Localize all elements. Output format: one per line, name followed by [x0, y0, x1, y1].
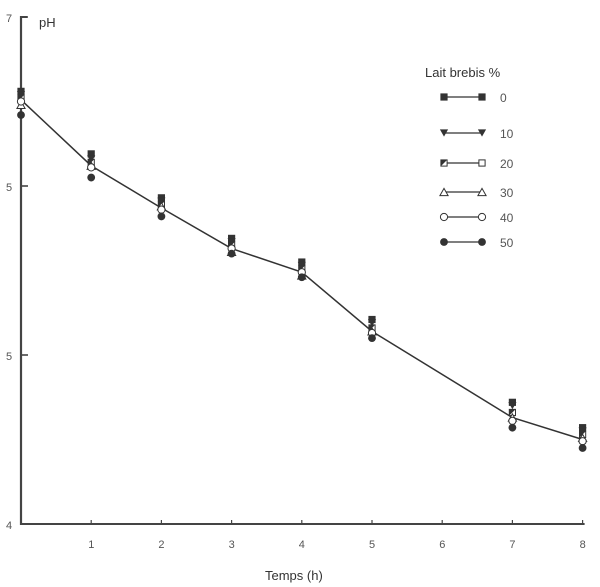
y-tick-label: 7: [6, 13, 12, 25]
legend-label: 20: [500, 157, 514, 171]
series-10-markers: [16, 91, 587, 435]
x-tick-label: 2: [158, 539, 164, 551]
legend-item-30: 30: [439, 186, 514, 200]
filled-square-icon: [440, 93, 448, 101]
open-circle-icon: [157, 205, 166, 214]
y-axis-ticks: 7 5 5 4: [6, 13, 28, 532]
half-square-icon: [440, 159, 448, 167]
open-triangle-icon: [477, 187, 487, 197]
open-circle-icon: [508, 416, 517, 426]
legend: Lait brebis % 0 10 20 30 40 50: [425, 65, 514, 250]
open-circle-icon: [578, 437, 587, 446]
x-axis-title: Temps (h): [265, 568, 323, 583]
x-tick-label: 3: [229, 539, 235, 551]
legend-item-20: 20: [440, 157, 514, 171]
legend-label: 0: [500, 91, 507, 105]
filled-circle-icon: [478, 238, 486, 246]
filled-circle-icon: [87, 173, 96, 182]
legend-label: 10: [500, 127, 514, 141]
filled-circle-icon: [227, 249, 236, 258]
legend-item-40: 40: [439, 211, 514, 225]
filled-circle-icon: [157, 212, 166, 221]
legend-label: 40: [500, 211, 514, 225]
series-20-markers: [17, 94, 587, 439]
x-tick-label: 7: [509, 539, 515, 551]
filled-circle-icon: [17, 111, 25, 119]
open-triangle-icon: [439, 187, 449, 197]
filled-square-icon: [87, 150, 95, 158]
y-tick-label: 5: [6, 182, 12, 194]
square-half-fill: [509, 409, 516, 416]
data-markers: [16, 87, 588, 452]
x-tick-label: 8: [580, 539, 586, 551]
legend-label: 50: [500, 236, 514, 250]
series-40-markers: [16, 97, 587, 446]
x-axis-ticks: 1 2 3 4 5 6 7 8: [88, 520, 586, 551]
open-circle-icon: [16, 97, 26, 106]
x-tick-label: 4: [299, 539, 305, 551]
open-square-icon: [478, 159, 486, 167]
series-50-markers: [17, 111, 587, 452]
filled-triangle-down-icon: [477, 129, 487, 137]
legend-label: 30: [500, 186, 514, 200]
filled-circle-icon: [578, 444, 587, 452]
filled-square-icon: [478, 93, 486, 101]
filled-circle-icon: [297, 273, 306, 282]
filled-triangle-down-icon: [439, 129, 449, 137]
legend-item-10: 10: [439, 127, 514, 141]
filled-circle-icon: [508, 423, 517, 432]
legend-item-0: 0: [440, 91, 507, 105]
x-tick-label: 1: [88, 539, 94, 551]
y-tick-label: 5: [6, 351, 12, 363]
filled-triangle-down-icon: [508, 402, 517, 410]
trend-polyline: [20, 99, 583, 441]
open-circle-icon: [87, 163, 96, 172]
filled-circle-icon: [440, 238, 448, 246]
legend-item-50: 50: [440, 236, 514, 250]
legend-items: 0 10 20 30 40 50: [439, 91, 514, 250]
y-tick-label: 4: [6, 520, 12, 532]
open-circle-icon: [439, 212, 449, 222]
mean-trend-line: [20, 99, 583, 441]
y-axis-title: pH: [39, 15, 56, 30]
open-circle-icon: [477, 212, 487, 222]
square-half-fill: [440, 159, 448, 167]
legend-title: Lait brebis %: [425, 65, 501, 80]
filled-circle-icon: [368, 334, 376, 342]
x-tick-label: 5: [369, 539, 375, 551]
filled-triangle-down-icon: [367, 319, 377, 327]
x-tick-label: 6: [439, 539, 445, 551]
